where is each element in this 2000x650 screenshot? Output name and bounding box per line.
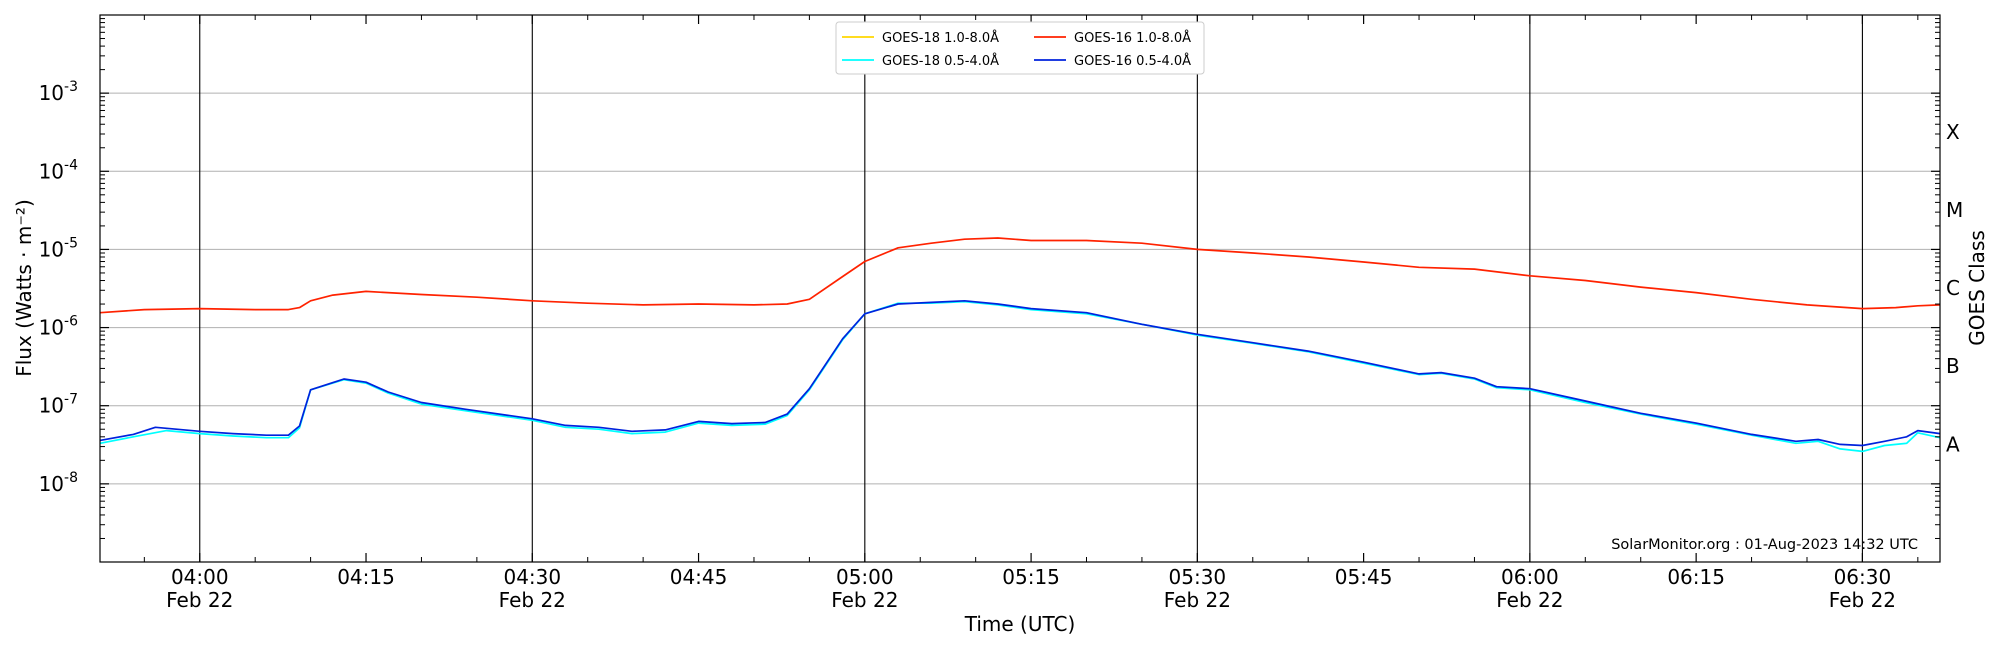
right-axis-title: GOES Class — [1965, 230, 1989, 346]
legend-label: GOES-16 1.0-8.0Å — [1074, 30, 1191, 46]
goes-class-label: C — [1946, 276, 1960, 300]
grid-lines — [100, 15, 1940, 562]
x-tick-time-label: 04:45 — [670, 565, 728, 589]
x-tick-date-label: Feb 22 — [499, 588, 566, 612]
x-tick-date-label: Feb 22 — [1496, 588, 1563, 612]
x-tick-date-label: Feb 22 — [831, 588, 898, 612]
x-tick-time-label: 04:00 — [171, 565, 229, 589]
goes-class-label: X — [1946, 120, 1960, 144]
x-tick-time-label: 06:00 — [1501, 565, 1559, 589]
y-tick-exponent: -3 — [64, 79, 78, 95]
x-axis-title: Time (UTC) — [964, 612, 1076, 636]
plot-frame — [99, 14, 1941, 563]
goes-class-label: A — [1946, 432, 1960, 456]
series-lines — [99, 237, 1941, 453]
x-tick-date-label: Feb 22 — [1164, 588, 1231, 612]
series-line-3 — [99, 299, 1941, 447]
x-tick-date-label: Feb 22 — [166, 588, 233, 612]
y-tick-label: 10-7 — [39, 392, 78, 418]
x-tick-time-label: 05:30 — [1169, 565, 1227, 589]
y-tick-label: 10-5 — [39, 235, 78, 261]
legend-label: GOES-18 1.0-8.0Å — [882, 30, 999, 46]
x-tick-time-label: 04:15 — [337, 565, 395, 589]
x-tick-time-label: 05:00 — [836, 565, 894, 589]
y-tick-exponent: -8 — [64, 470, 78, 486]
x-tick-time-label: 06:30 — [1834, 565, 1892, 589]
x-tick-date-label: Feb 22 — [1829, 588, 1896, 612]
goes-class-label: M — [1946, 198, 1963, 222]
y-tick-label: 10-6 — [39, 314, 79, 340]
y-tick-exponent: -6 — [64, 314, 78, 330]
credit-text: SolarMonitor.org : 01-Aug-2023 14:32 UTC — [1611, 537, 1918, 553]
x-tick-time-label: 06:15 — [1667, 565, 1725, 589]
y-axis-title: Flux (Watts · m⁻²) — [12, 199, 36, 377]
y-tick-label: 10-3 — [39, 79, 78, 105]
goes-class-label: B — [1946, 354, 1960, 378]
y-tick-label: 10-4 — [39, 157, 79, 183]
legend-label: GOES-16 0.5-4.0Å — [1074, 53, 1191, 69]
y-tick-exponent: -4 — [64, 157, 78, 173]
x-tick-time-label: 05:15 — [1002, 565, 1060, 589]
y-tick-exponent: -7 — [64, 392, 78, 408]
legend-box — [835, 21, 1205, 75]
legend: GOES-18 1.0-8.0Å GOES-18 0.5-4.0Å GOES-16 … — [835, 21, 1205, 75]
legend-label: GOES-18 0.5-4.0Å — [882, 53, 999, 69]
x-tick-time-label: 05:45 — [1335, 565, 1393, 589]
x-tick-time-label: 04:30 — [503, 565, 561, 589]
y-tick-label: 10-8 — [39, 470, 78, 496]
series-line-2 — [99, 237, 1941, 314]
y-tick-exponent: -5 — [64, 235, 78, 251]
